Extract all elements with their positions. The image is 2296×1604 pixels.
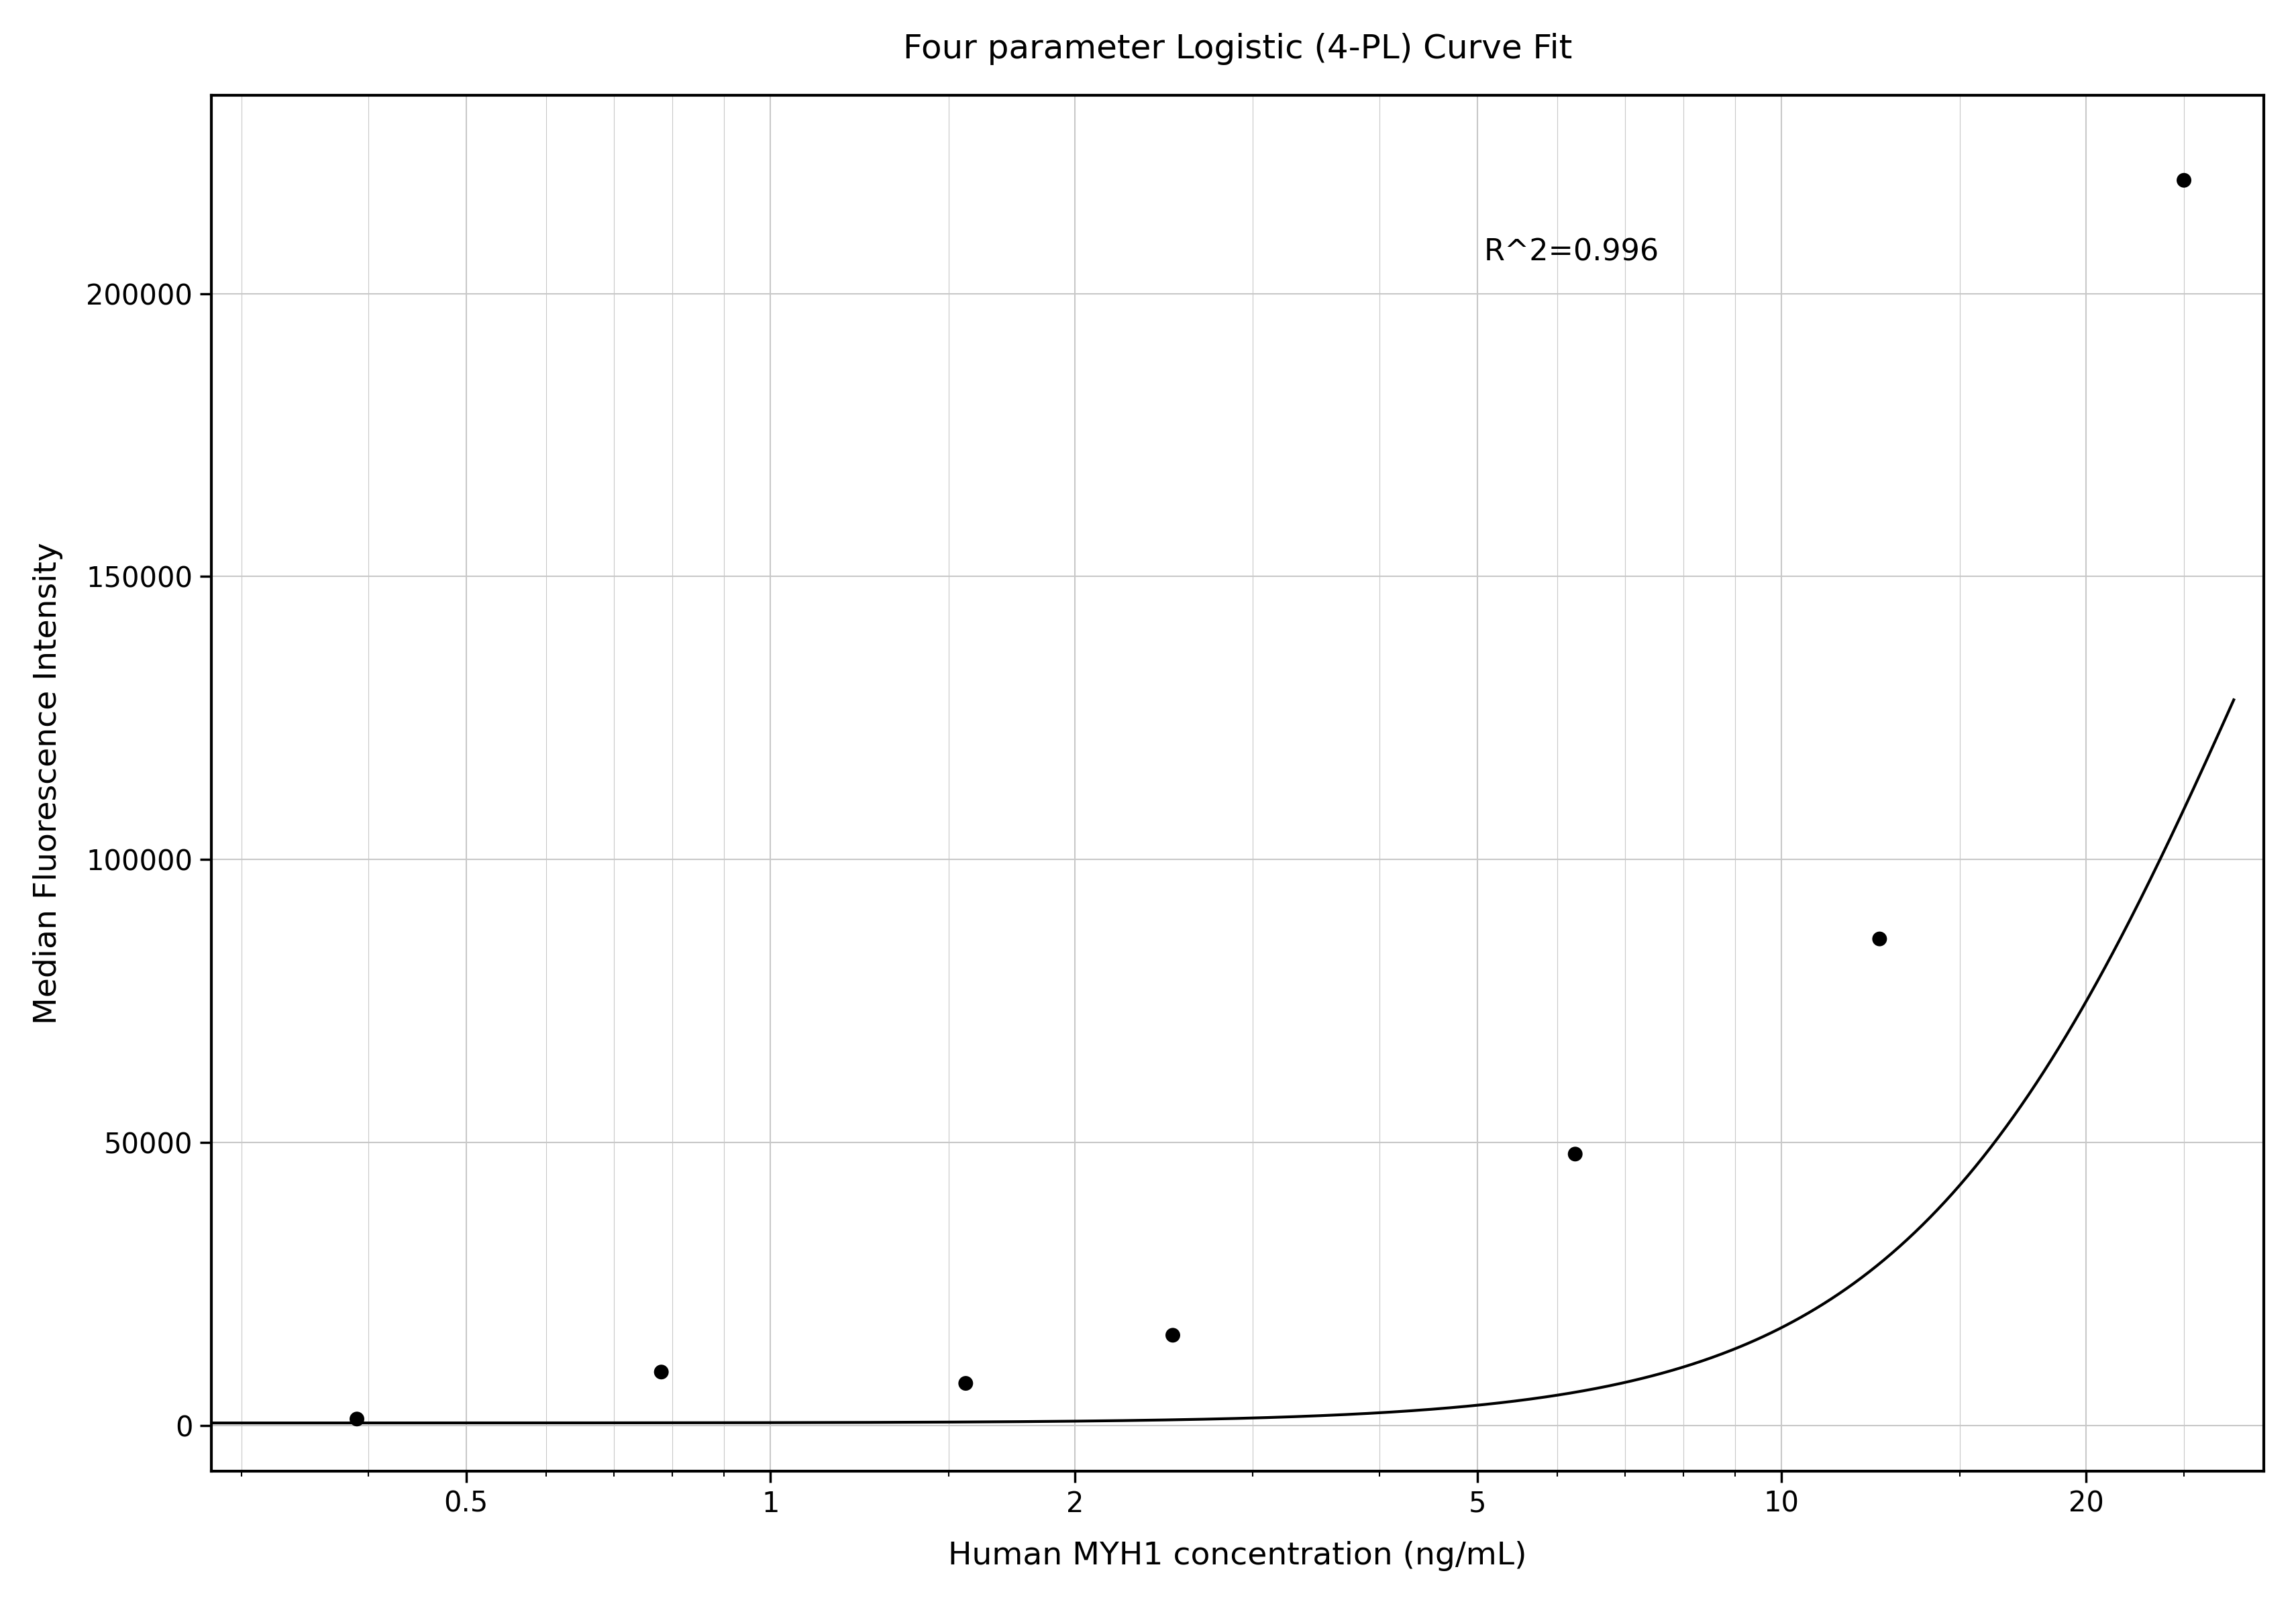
Point	[338, 1407, 374, 1432]
Point	[1557, 1140, 1593, 1166]
X-axis label: Human MYH1 concentration (ng/mL): Human MYH1 concentration (ng/mL)	[948, 1541, 1527, 1572]
Y-axis label: Median Fluorescence Intensity: Median Fluorescence Intensity	[32, 542, 62, 1025]
Text: R^2=0.996: R^2=0.996	[1483, 237, 1658, 266]
Point	[2165, 167, 2202, 192]
Point	[1860, 926, 1896, 951]
Point	[643, 1359, 680, 1384]
Point	[946, 1370, 983, 1395]
Point	[1155, 1322, 1192, 1347]
Title: Four parameter Logistic (4-PL) Curve Fit: Four parameter Logistic (4-PL) Curve Fit	[902, 32, 1573, 64]
